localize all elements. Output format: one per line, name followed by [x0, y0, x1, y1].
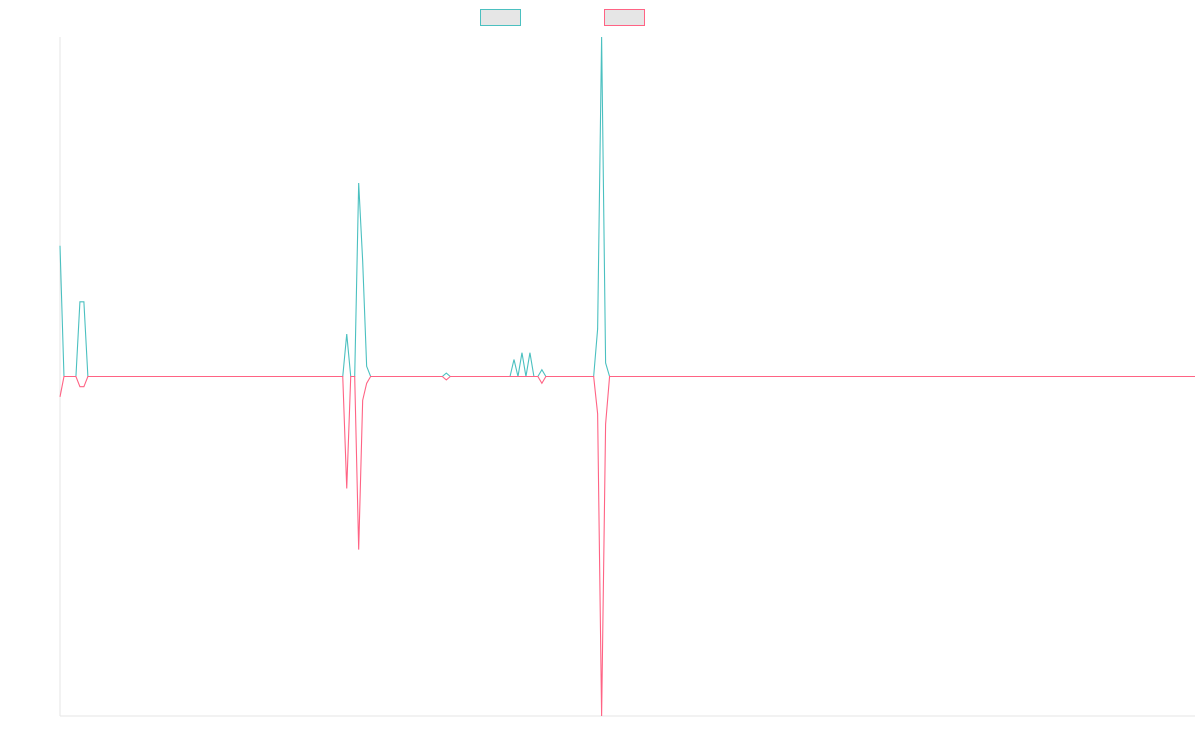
- legend-swatch: [480, 9, 521, 26]
- legend-swatch: [604, 9, 645, 26]
- series-line-1: [59, 36, 1195, 378]
- legend-item-1[interactable]: [480, 9, 521, 26]
- legend-item-2[interactable]: [604, 9, 645, 26]
- series-line-2: [59, 375, 1195, 717]
